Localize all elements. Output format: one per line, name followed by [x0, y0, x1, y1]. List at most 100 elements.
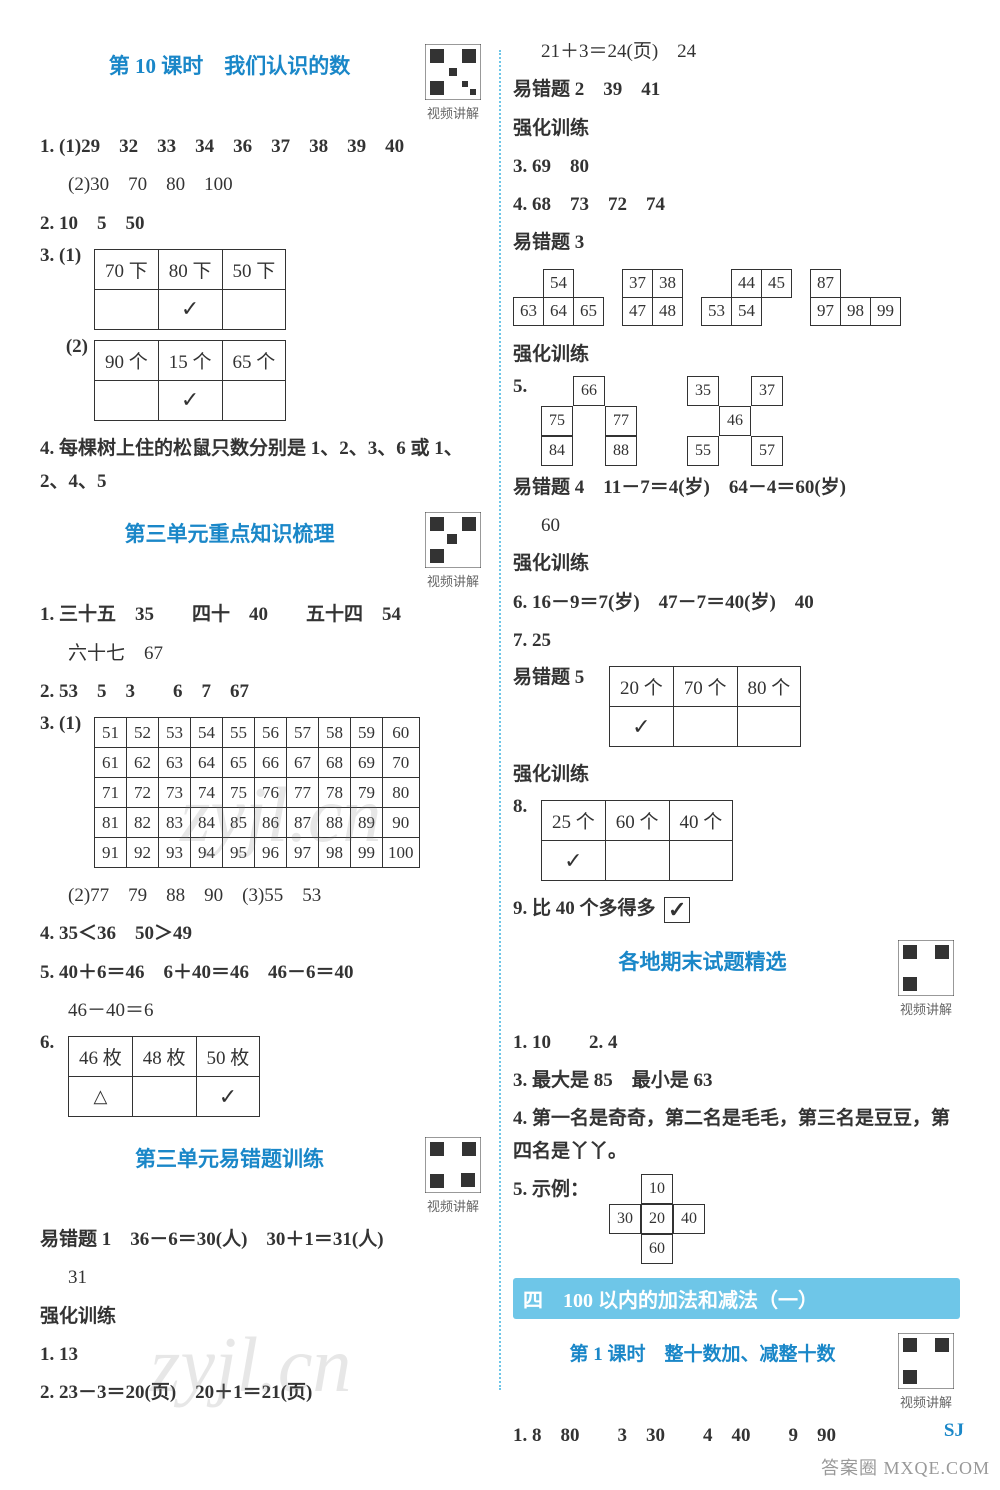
cell: 90 个 — [95, 340, 159, 380]
item-label: 3. (1) — [40, 713, 88, 735]
answer-line: 易错题 3 — [513, 226, 960, 259]
hundred-table: 5152535455565758596061626364656667686970… — [94, 717, 420, 868]
choice-table: 20 个70 个80 个 ✓ — [609, 666, 801, 747]
cell: 50 枚 — [196, 1037, 260, 1077]
answer-line: 2. 53 5 3 6 7 67 — [40, 675, 487, 708]
qr-caption: 视频讲解 — [427, 574, 479, 589]
cell: 57 — [287, 718, 319, 748]
cell: 66 — [573, 376, 605, 406]
answer-line: (2)77 79 88 90 (3)55 53 — [40, 879, 487, 912]
cell: 48 枚 — [132, 1037, 196, 1077]
cell: 84 — [191, 808, 223, 838]
cell: 53 — [702, 297, 732, 325]
subhead: 强化训练 — [513, 338, 960, 371]
cross-grid: 66 7577 8488 — [541, 376, 637, 466]
choice-table: 25 个60 个40 个 ✓ — [541, 800, 733, 881]
answer-line: 21＋3＝24(页) 24 — [513, 35, 960, 68]
section-title: 第 10 课时 我们认识的数 — [40, 44, 419, 80]
cell: 65 — [223, 748, 255, 778]
cross-grid: 3537 46 5557 — [687, 376, 783, 466]
section-title: 第三单元重点知识梳理 — [40, 512, 419, 548]
cell: ✓ — [610, 707, 674, 747]
cell: 88 — [605, 436, 637, 466]
cell: 98 — [319, 838, 351, 868]
cell: 99 — [871, 297, 901, 325]
qr-block: 视频讲解 — [419, 44, 487, 122]
cell: 44 — [732, 269, 762, 297]
cell: 50 下 — [222, 249, 286, 289]
answer-line: 4. 每棵树上住的松鼠只数分别是 1、2、3、6 或 1、2、4、5 — [40, 432, 487, 499]
subhead: 强化训练 — [513, 758, 960, 791]
corner-logo: 答案圈 MXQE.COM — [821, 1454, 990, 1480]
cell: 84 — [541, 436, 573, 466]
cell: 94 — [191, 838, 223, 868]
cell — [737, 707, 801, 747]
item-label: 易错题 5 — [513, 662, 603, 689]
cell: 88 — [319, 808, 351, 838]
cell: 96 — [255, 838, 287, 868]
cell — [222, 380, 286, 420]
answer-line: 易错题 4 11－7＝4(岁) 64－4＝60(岁) — [513, 471, 960, 504]
cell: 62 — [127, 748, 159, 778]
subhead: 强化训练 — [40, 1300, 487, 1333]
cell: 56 — [255, 718, 287, 748]
cell: 57 — [751, 436, 783, 466]
subhead: 强化训练 — [513, 547, 960, 580]
cell: 60 — [641, 1234, 673, 1264]
cell: 45 — [762, 269, 792, 297]
check-box: ✓ — [664, 897, 690, 923]
cell: ✓ — [196, 1077, 260, 1117]
cell: 73 — [159, 778, 191, 808]
section-title: 第 1 课时 整十数加、减整十数 — [513, 1333, 892, 1366]
num-box: 4445 5354 — [701, 269, 792, 326]
cell: 97 — [811, 297, 841, 325]
cell: 70 — [383, 748, 420, 778]
cell: 100 — [383, 838, 420, 868]
answer-line: 4. 35＜36 50＞49 — [40, 917, 487, 950]
choice-table: 46 枚48 枚50 枚 △✓ — [68, 1036, 260, 1117]
cell: 68 — [319, 748, 351, 778]
section-head-1: 第 10 课时 我们认识的数 视频讲解 — [40, 44, 487, 122]
cell: 25 个 — [542, 801, 606, 841]
cell: 70 下 — [95, 249, 159, 289]
section-title: 各地期末试题精选 — [513, 940, 892, 976]
cell: 51 — [95, 718, 127, 748]
cell: 38 — [653, 269, 683, 297]
cell: 86 — [255, 808, 287, 838]
answer-line: 六十七 67 — [40, 637, 487, 670]
cell: 55 — [687, 436, 719, 466]
qr-icon — [898, 1333, 954, 1389]
cell: 40 个 — [669, 801, 733, 841]
item-label: (2) — [40, 336, 88, 358]
cell — [222, 289, 286, 329]
cell: 98 — [841, 297, 871, 325]
cell: 46 — [719, 406, 751, 436]
item-label: 3. (1) — [40, 245, 88, 267]
item-label: 6. — [40, 1032, 62, 1054]
cell: 61 — [95, 748, 127, 778]
cell: 92 — [127, 838, 159, 868]
unit-banner: 四 100 以内的加法和减法（一） — [513, 1278, 960, 1319]
cell: 70 个 — [673, 667, 737, 707]
answer-line: 2. 10 5 50 — [40, 207, 487, 240]
cell — [132, 1077, 196, 1117]
cell: 63 — [514, 297, 544, 325]
cell: 69 — [351, 748, 383, 778]
cell: 20 个 — [610, 667, 674, 707]
cell: 90 — [383, 808, 420, 838]
section-title: 第三单元易错题训练 — [40, 1137, 419, 1173]
cell: 53 — [159, 718, 191, 748]
cell: ✓ — [542, 841, 606, 881]
cell: 66 — [255, 748, 287, 778]
cell: 10 — [641, 1174, 673, 1204]
answer-line: 易错题 2 39 41 — [513, 73, 960, 106]
cell: 55 — [223, 718, 255, 748]
cell: 40 — [673, 1204, 705, 1234]
cell — [673, 707, 737, 747]
cell: 80 下 — [158, 249, 222, 289]
section-head-2: 第三单元重点知识梳理 视频讲解 — [40, 512, 487, 590]
choice-table: 70 下80 下50 下 ✓ — [94, 249, 286, 330]
answer-line: 3. 最大是 85 最小是 63 — [513, 1064, 960, 1097]
cell: 87 — [287, 808, 319, 838]
qr-icon — [425, 512, 481, 568]
